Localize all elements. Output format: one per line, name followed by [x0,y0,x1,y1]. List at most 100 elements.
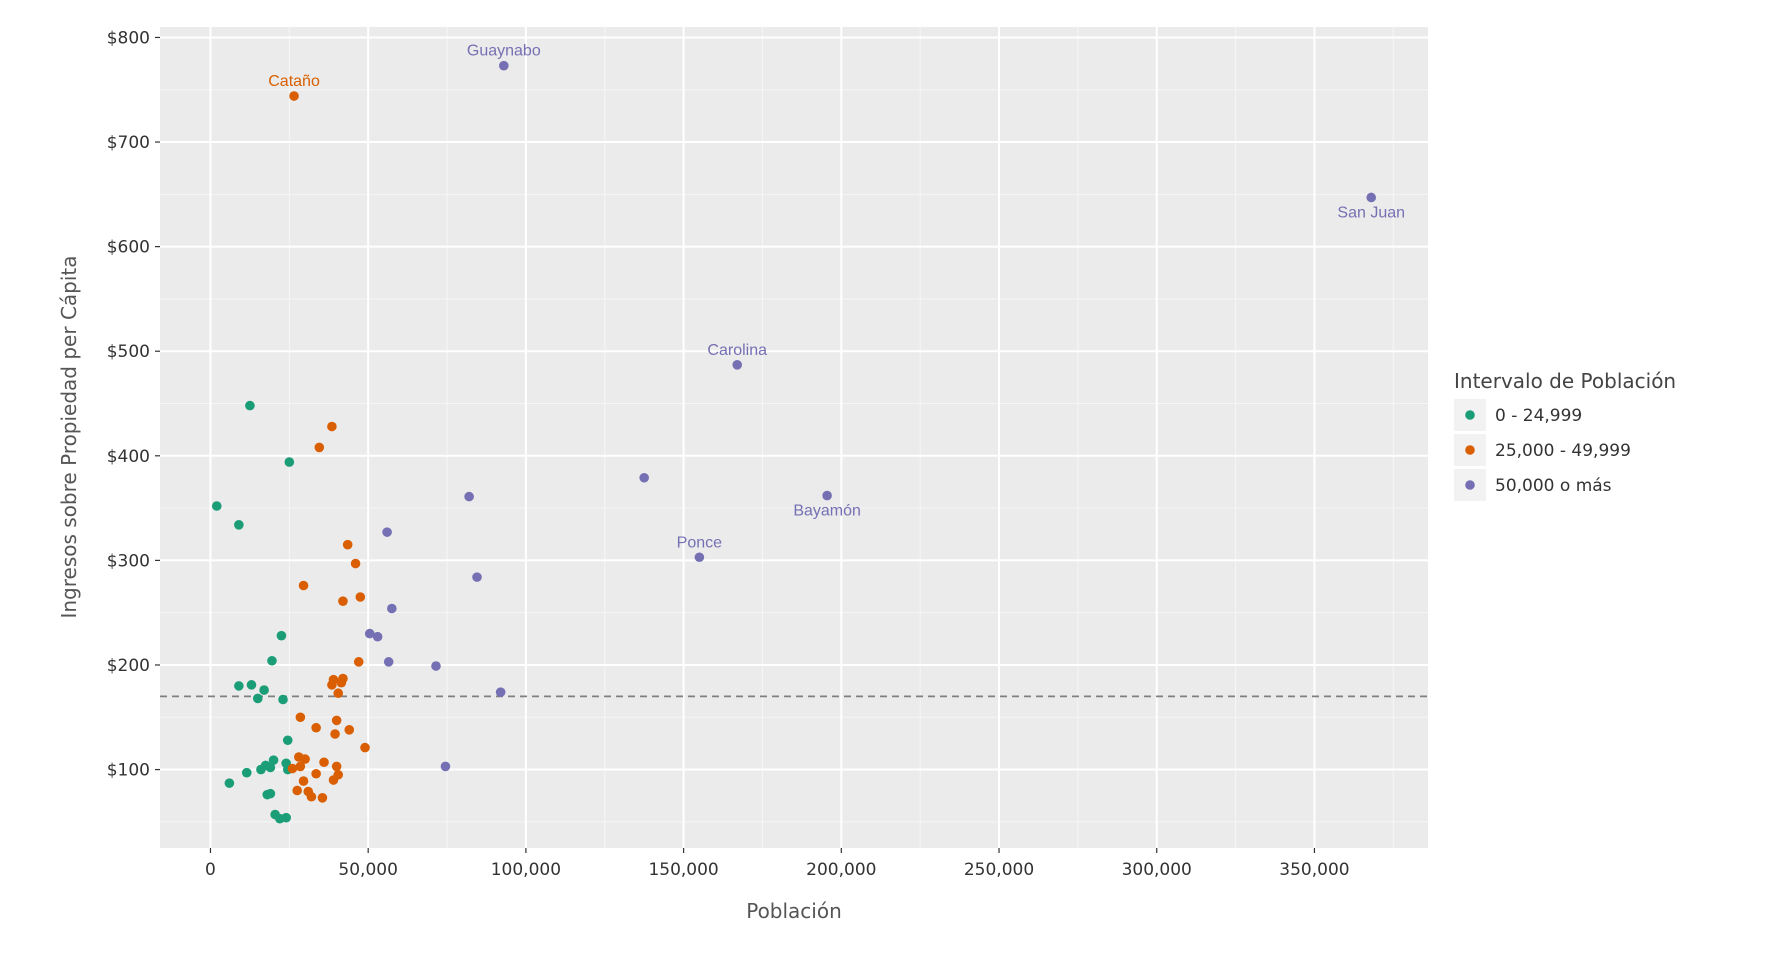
data-point [472,572,482,582]
x-tick-label: 50,000 [338,860,397,880]
y-tick-label: $600 [107,238,150,258]
data-point [327,421,337,432]
plot-panel [160,27,1428,848]
data-point [259,685,269,695]
data-points [211,60,1377,824]
x-tick-label: 0 [205,860,216,880]
data-point [306,791,317,802]
data-point [383,657,394,667]
data-point [278,694,288,705]
data-point [344,725,355,735]
x-tick-label: 300,000 [1122,860,1192,880]
data-point [353,657,364,667]
data-point [245,400,255,411]
data-point [364,628,375,639]
data-point [265,788,276,799]
data-point [639,472,649,483]
point-labels: Guaynabo Cataño San Juan Carolina Bayamón Pon… [268,43,1405,552]
data-point [314,442,325,453]
data-point [282,735,293,746]
data-point [224,778,235,788]
data-point [295,712,306,723]
data-point [276,630,287,641]
y-axis-title: Ingresos sobre Propiedad per Cápita [57,255,81,618]
x-tick-label: 200,000 [806,860,876,880]
x-tick-label: 100,000 [491,860,561,880]
data-point [1366,192,1377,203]
data-point [333,769,344,780]
y-tick-label: $400 [107,447,150,467]
data-point [281,812,291,823]
data-point [267,655,277,666]
y-tick-label: $500 [107,342,150,362]
data-point [499,60,509,71]
data-point [241,767,252,778]
data-point [342,539,353,550]
point-label: Guaynabo [467,43,541,60]
point-label: San Juan [1337,204,1405,221]
data-point [694,552,705,563]
y-axis: $100 $200 $300 $400 $500 $600 $700 $800 [107,28,160,781]
data-point [246,680,257,690]
data-point [822,490,832,501]
data-point [732,360,743,370]
data-point [382,527,392,537]
y-tick-label: $200 [107,656,150,676]
legend: Intervalo de Población 0 - 24,999 25,000 … [1454,369,1676,501]
grid-major [160,27,1428,848]
data-point [431,661,441,671]
point-label: Ponce [677,534,722,551]
y-tick-label: $100 [107,761,150,781]
data-point [464,491,474,502]
data-point [350,558,361,569]
data-point [387,603,397,614]
data-point [289,91,299,101]
legend-key-dot [1465,480,1475,490]
data-point [298,580,309,591]
legend-key-dot [1465,445,1475,455]
y-tick-label: $700 [107,133,150,153]
data-point [295,761,306,772]
data-point [292,785,303,796]
data-point [360,742,370,753]
data-point [355,592,366,602]
legend-label: 25,000 - 49,999 [1495,441,1631,461]
data-point [234,520,244,530]
legend-key-dot [1465,410,1475,420]
data-point [311,768,321,779]
x-tick-label: 350,000 [1279,860,1349,880]
point-label: Carolina [707,342,767,359]
legend-label: 0 - 24,999 [1495,406,1582,426]
data-point [495,687,506,697]
data-point [287,763,298,774]
x-axis: 0 50,000 100,000 150,000 200,000 250,000 300,0… [205,848,1350,880]
legend-title: Intervalo de Población [1454,369,1676,393]
data-point [252,693,263,704]
data-point [284,457,295,467]
x-tick-label: 250,000 [964,860,1034,880]
data-point [372,631,383,642]
legend-items: 0 - 24,999 25,000 - 49,999 50,000 o más [1454,399,1631,501]
data-point [338,673,348,684]
x-axis-title: Población [746,899,842,923]
y-tick-label: $300 [107,551,150,571]
data-point [331,715,342,726]
x-tick-label: 150,000 [648,860,718,880]
data-point [300,754,310,764]
data-point [338,596,348,606]
data-point [333,688,344,699]
data-point [298,776,309,786]
data-point [330,729,340,739]
data-point [268,755,279,765]
data-point [311,722,321,733]
point-label: Bayamón [793,503,861,520]
data-point [317,792,328,803]
y-tick-label: $800 [107,28,150,48]
point-label: Cataño [268,73,320,90]
data-point [265,762,276,773]
data-point [331,761,342,772]
data-point [328,674,339,685]
data-point [440,761,451,772]
data-point [211,501,222,511]
